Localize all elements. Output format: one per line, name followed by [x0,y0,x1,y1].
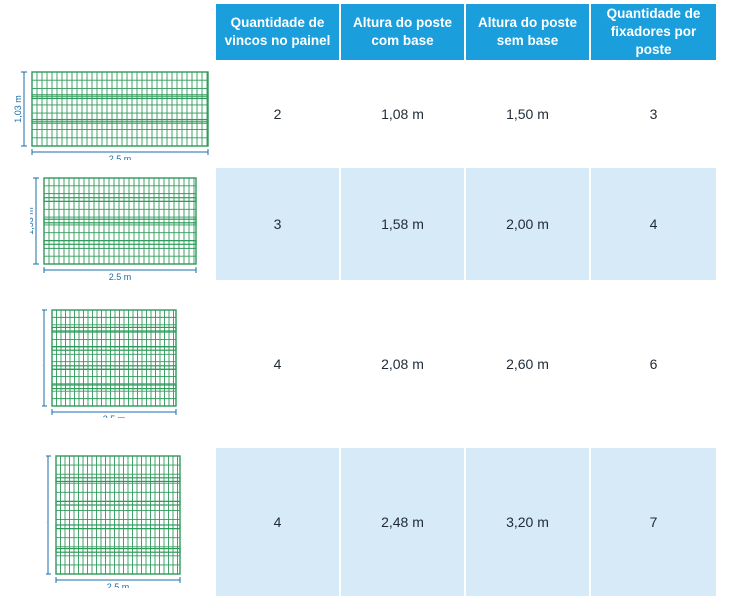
header-fixadores: Quantidade de fixadores por poste [591,4,716,60]
panel-width-label: 2,5 m [109,272,132,280]
cell-vincos: 2 [273,106,282,122]
fence-panel-illustration: 2,03 m 2,5 m [42,309,177,418]
fence-panel-illustration: 1,53 m 2,5 m [30,177,197,280]
cell-sem-base: 2,00 m [466,168,589,280]
header-altura-com-base: Altura do poste com base [341,4,464,60]
panel-height-label: 2,43 m [46,501,47,529]
mesh-grid [51,309,177,407]
panel-height-label: 2,03 m [42,344,43,372]
cell-sem-base: 1,50 m [506,106,549,122]
panel-height-label: 1,53 m [30,207,35,235]
mesh-grid [55,455,181,575]
cell-vincos: 4 [273,356,282,372]
cell-fixadores: 6 [649,356,658,372]
header-altura-sem-base: Altura do poste sem base [466,4,589,60]
cell-com-base: 1,58 m [341,168,464,280]
cell-fixadores: 4 [591,168,716,280]
cell-vincos: 3 [216,168,339,280]
panel-width-label: 2,5 m [103,414,126,418]
panel-height-label: 1,03 m [14,95,23,123]
cell-sem-base: 2,60 m [506,356,549,372]
fence-panel-illustration: 2,43 m 2,5 m [46,455,181,588]
panel-width-label: 2,5 m [109,154,132,160]
cell-com-base: 2,48 m [341,448,464,596]
cell-fixadores: 7 [591,448,716,596]
cell-com-base: 2,08 m [381,356,424,372]
cell-vincos: 4 [216,448,339,596]
cell-sem-base: 3,20 m [466,448,589,596]
panel-width-label: 2,5 m [107,582,130,588]
cell-fixadores: 3 [649,106,658,122]
mesh-grid [31,71,209,147]
header-vincos: Quantidade de vincos no painel [216,4,339,60]
cell-com-base: 1,08 m [381,106,424,122]
mesh-grid [43,177,197,265]
fence-panel-illustration: 1,03 m 2,5 m [14,71,209,160]
